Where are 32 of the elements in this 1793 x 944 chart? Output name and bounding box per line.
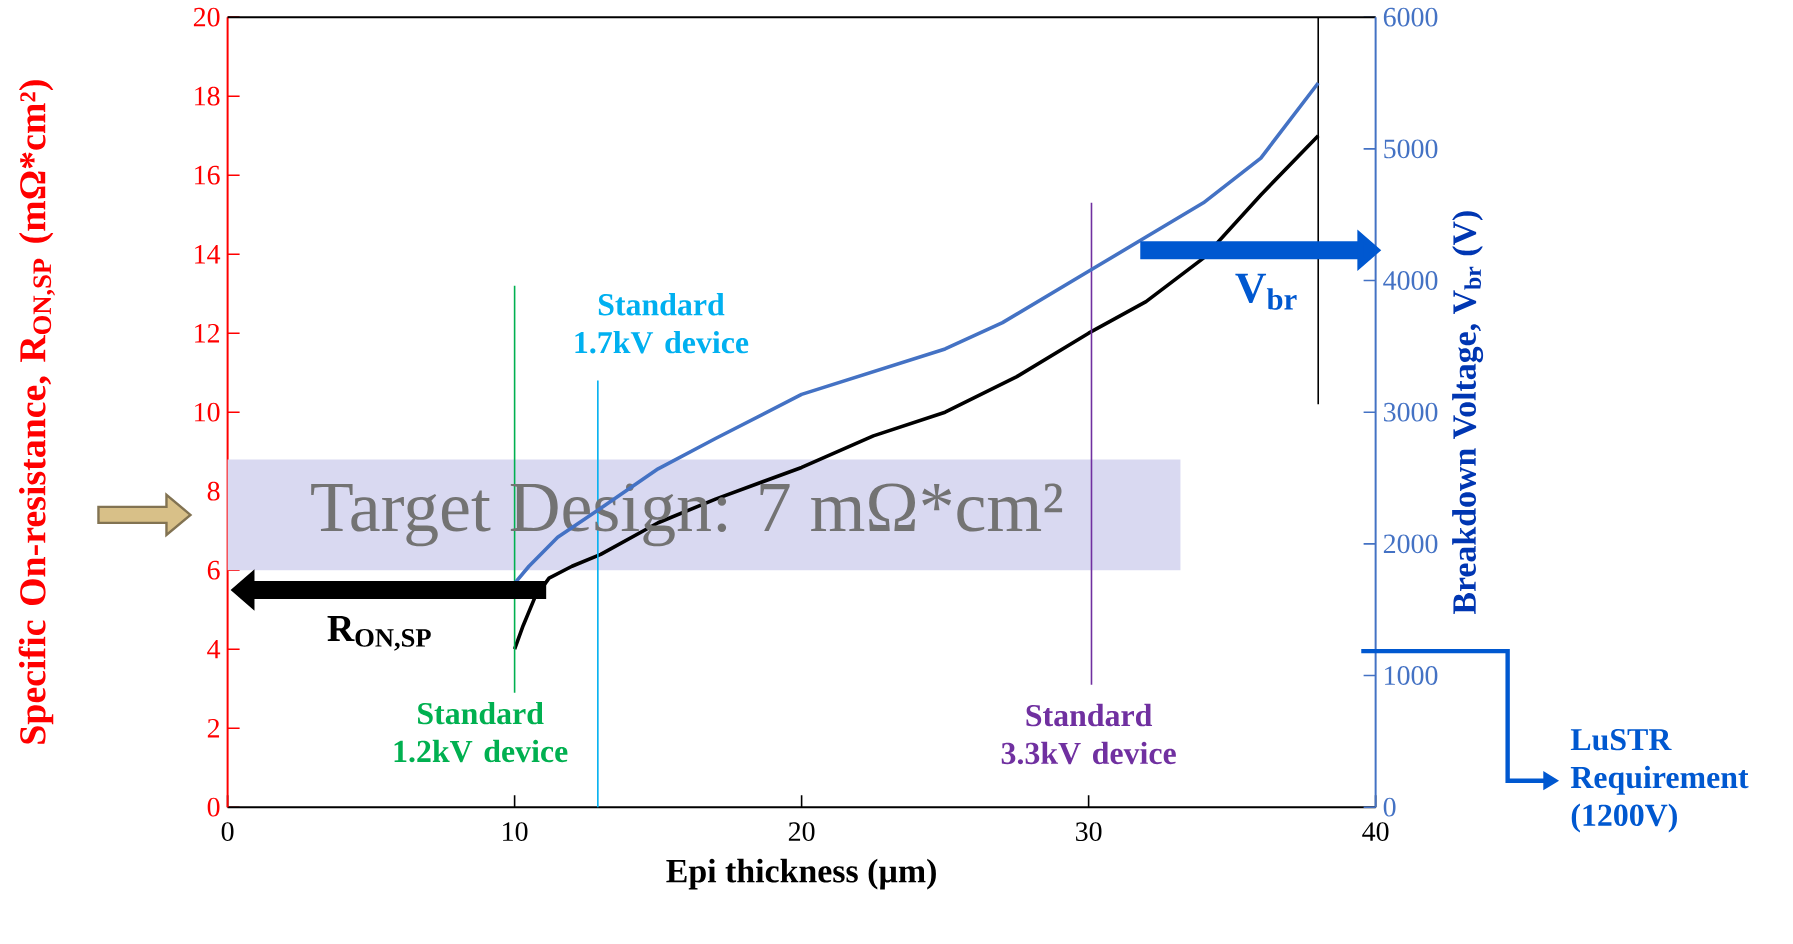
- y-tick-label: 6: [207, 560, 220, 580]
- annotation: Standard 3.3kV device: [1001, 703, 1176, 765]
- annotation: Standard 1.7kV device: [575, 293, 749, 354]
- y-tick-label: 20: [193, 7, 220, 27]
- x-tick-label: 30: [1076, 822, 1102, 842]
- x-tick-label: 0: [221, 822, 234, 842]
- y-tick-label: 2: [207, 718, 220, 738]
- y2-axis-title: Breakdown Voltage, V$_{br}$ (V): [1452, 211, 1484, 615]
- x-tick-label: 20: [788, 822, 815, 842]
- annotation: R$_{ON,SP}$: [327, 616, 431, 651]
- y2-tick-label: 4000: [1383, 271, 1438, 290]
- annotation: Standard 1.2kV device: [394, 701, 568, 763]
- y-tick-label: 16: [195, 165, 220, 185]
- y2-tick-label: 3000: [1384, 402, 1438, 422]
- text: LuSTR Requirement (1200V): [1570, 728, 1749, 833]
- y2-tick-label: 5000: [1384, 139, 1438, 159]
- y2-tick-label: 6000: [1383, 7, 1438, 27]
- x-tick-label: 10: [503, 822, 528, 842]
- annotation: V$_{br}$: [1235, 273, 1297, 310]
- y-tick-label: 4: [207, 639, 221, 659]
- y2-tick-label: 1000: [1385, 666, 1438, 685]
- y-tick-label: 18: [195, 86, 220, 106]
- y-tick-label: 12: [195, 323, 220, 343]
- y-axis-title: Specific On-resistance, R$_{ON,SP}$ (mΩ*cm²): [18, 80, 55, 744]
- y-tick-label: 14: [195, 244, 221, 264]
- y-tick-label: 0: [207, 797, 220, 817]
- y2-tick-label: 0: [1383, 797, 1396, 817]
- x-axis-title: Epi thickness (µm): [666, 858, 936, 890]
- x-tick-label: 40: [1362, 822, 1389, 842]
- y-tick-label: 10: [195, 402, 220, 422]
- y2-tick-label: 2000: [1383, 534, 1438, 554]
- y-tick-label: 8: [207, 481, 220, 501]
